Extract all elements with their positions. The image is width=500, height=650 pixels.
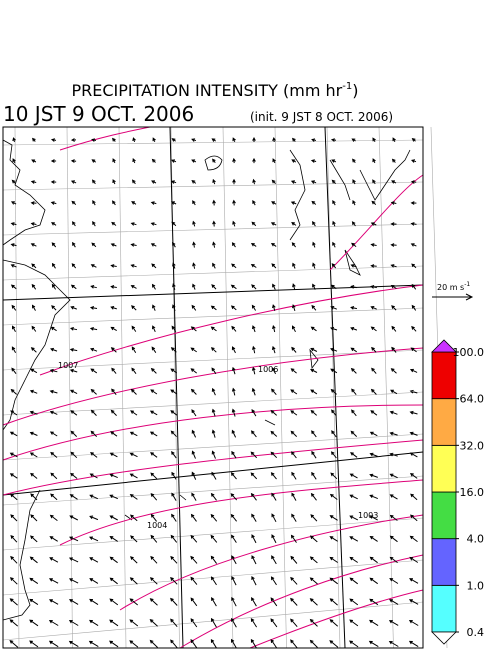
graticule-line	[2, 307, 424, 326]
graticule	[2, 126, 448, 649]
graticule-line	[118, 126, 127, 649]
graticule-line	[66, 126, 73, 649]
meridian	[169, 126, 184, 649]
isobar	[59, 126, 151, 151]
vector-exponent: -1	[464, 281, 470, 288]
isobars	[2, 126, 424, 649]
vector-scale-arrow	[432, 293, 474, 301]
colorbar-over	[431, 339, 457, 353]
islands	[124, 249, 361, 521]
colorbar-label: 64.0	[460, 393, 485, 406]
colorbar-label: 16.0	[460, 486, 485, 499]
graticule-line	[2, 265, 424, 281]
isobar	[2, 439, 424, 496]
graticule-line	[2, 349, 424, 371]
colorbar-label: 0.4	[467, 626, 485, 639]
graticule-line	[2, 433, 424, 461]
colorbar-segment	[431, 444, 457, 493]
title-close: )	[352, 81, 358, 100]
coast-japan	[289, 149, 411, 241]
colorbar-segment	[431, 584, 457, 633]
init-time: (init. 9 JST 8 OCT. 2006)	[250, 110, 393, 124]
colorbar: 0.4 1.0 4.0 16.0 32.0 64.0 100.0	[431, 339, 485, 645]
map-area: 1007 1006 1004 1003	[2, 126, 448, 649]
valid-time: 10 JST 9 OCT. 2006	[3, 102, 194, 126]
wind-vectors	[9, 136, 419, 649]
graticule-line	[2, 223, 424, 236]
colorbar-segment	[431, 398, 457, 446]
isobar	[59, 479, 424, 546]
isobar	[179, 554, 424, 649]
coast-china	[2, 259, 71, 431]
graticule-line	[378, 126, 394, 649]
graticule-line	[2, 475, 424, 506]
vector-legend: 20 m s-1	[432, 281, 474, 301]
isobar	[2, 404, 424, 461]
colorbar-label: 4.0	[467, 533, 485, 546]
isobar	[249, 589, 424, 649]
graticule-line	[14, 126, 20, 649]
graticule-line	[2, 181, 424, 191]
coastlines	[2, 139, 411, 621]
isobar-label: 1003	[358, 511, 378, 520]
title: PRECIPITATION INTENSITY (mm hr-1)	[71, 81, 358, 100]
isobar-labels: 1007 1006 1004 1003	[58, 361, 378, 530]
title-exponent: -1	[342, 81, 352, 92]
isobar-label: 1004	[147, 521, 167, 530]
graticule-line	[326, 126, 341, 649]
colorbar-under	[431, 631, 457, 645]
colorbar-label: 32.0	[460, 439, 485, 452]
coast-korea-china	[2, 139, 46, 246]
isobar	[329, 174, 424, 271]
title-text: PRECIPITATION INTENSITY (mm hr	[71, 81, 342, 100]
colorbar-segment	[431, 491, 457, 540]
graticule-line	[274, 126, 287, 649]
isobar	[119, 514, 424, 611]
colorbar-segment	[431, 351, 457, 400]
isobar-label: 1007	[58, 361, 78, 370]
isobar-label: 1006	[258, 365, 278, 374]
vector-scale-label: 20 m s-1	[437, 281, 470, 292]
graticule-line	[2, 517, 424, 551]
colorbar-label: 100.0	[453, 346, 485, 359]
map-background	[3, 127, 423, 648]
island	[204, 155, 223, 171]
coast-taiwan-china	[2, 489, 41, 621]
colorbar-label: 1.0	[467, 579, 485, 592]
vector-unit: 20 m s	[437, 283, 464, 292]
isobar	[2, 347, 424, 426]
map-frame	[2, 126, 424, 649]
graticule-line	[222, 126, 234, 649]
isobar	[39, 284, 424, 376]
colorbar-segment	[431, 538, 457, 586]
meridian	[324, 126, 346, 649]
